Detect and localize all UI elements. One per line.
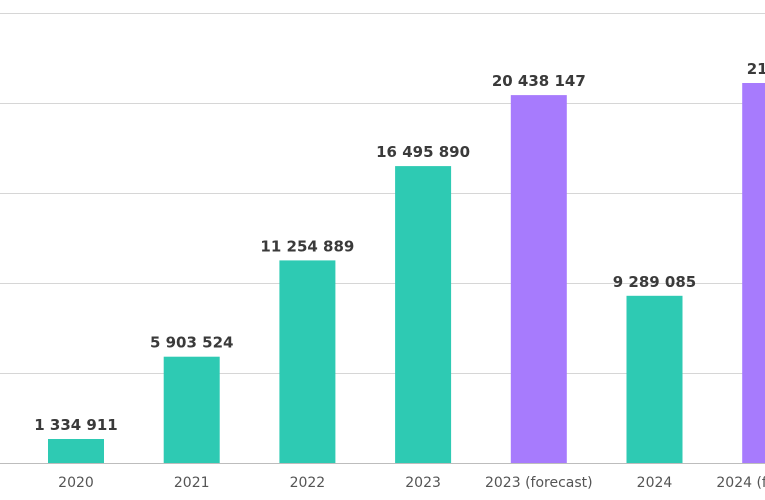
bar-2022 [279, 260, 336, 463]
bar-2023 [395, 166, 452, 463]
x-tick-label: 2023 [405, 475, 441, 491]
bar-2020 [48, 439, 104, 463]
x-tick-label: 2024 (forecast) [716, 475, 765, 491]
x-tick-label: 2023 (forecast) [485, 475, 593, 491]
data-label: 21 11 [747, 60, 765, 78]
data-label: 9 289 085 [613, 273, 697, 291]
data-label: 16 495 890 [376, 143, 470, 161]
data-label: 11 254 889 [260, 237, 354, 255]
value-labels: 1 334 911 5 903 524 11 254 889 16 495 890 20… [34, 60, 765, 434]
x-tick-label: 2022 [290, 475, 326, 491]
x-tick-label: 2024 [637, 475, 673, 491]
data-label: 1 334 911 [34, 416, 118, 434]
bar-2024 [626, 295, 683, 463]
x-tick-label: 2020 [58, 475, 94, 491]
bar-2024-forecast [742, 83, 765, 463]
bars [48, 83, 765, 463]
data-label: 20 438 147 [492, 72, 586, 90]
data-label: 5 903 524 [150, 334, 234, 352]
gridlines [0, 13, 765, 464]
bar-2023-forecast [510, 95, 567, 463]
bar-2021 [163, 356, 220, 463]
x-axis-tick-labels: 2020 2021 2022 2023 2023 (forecast) 2024 2024 … [58, 475, 765, 491]
x-tick-label: 2021 [174, 475, 210, 491]
